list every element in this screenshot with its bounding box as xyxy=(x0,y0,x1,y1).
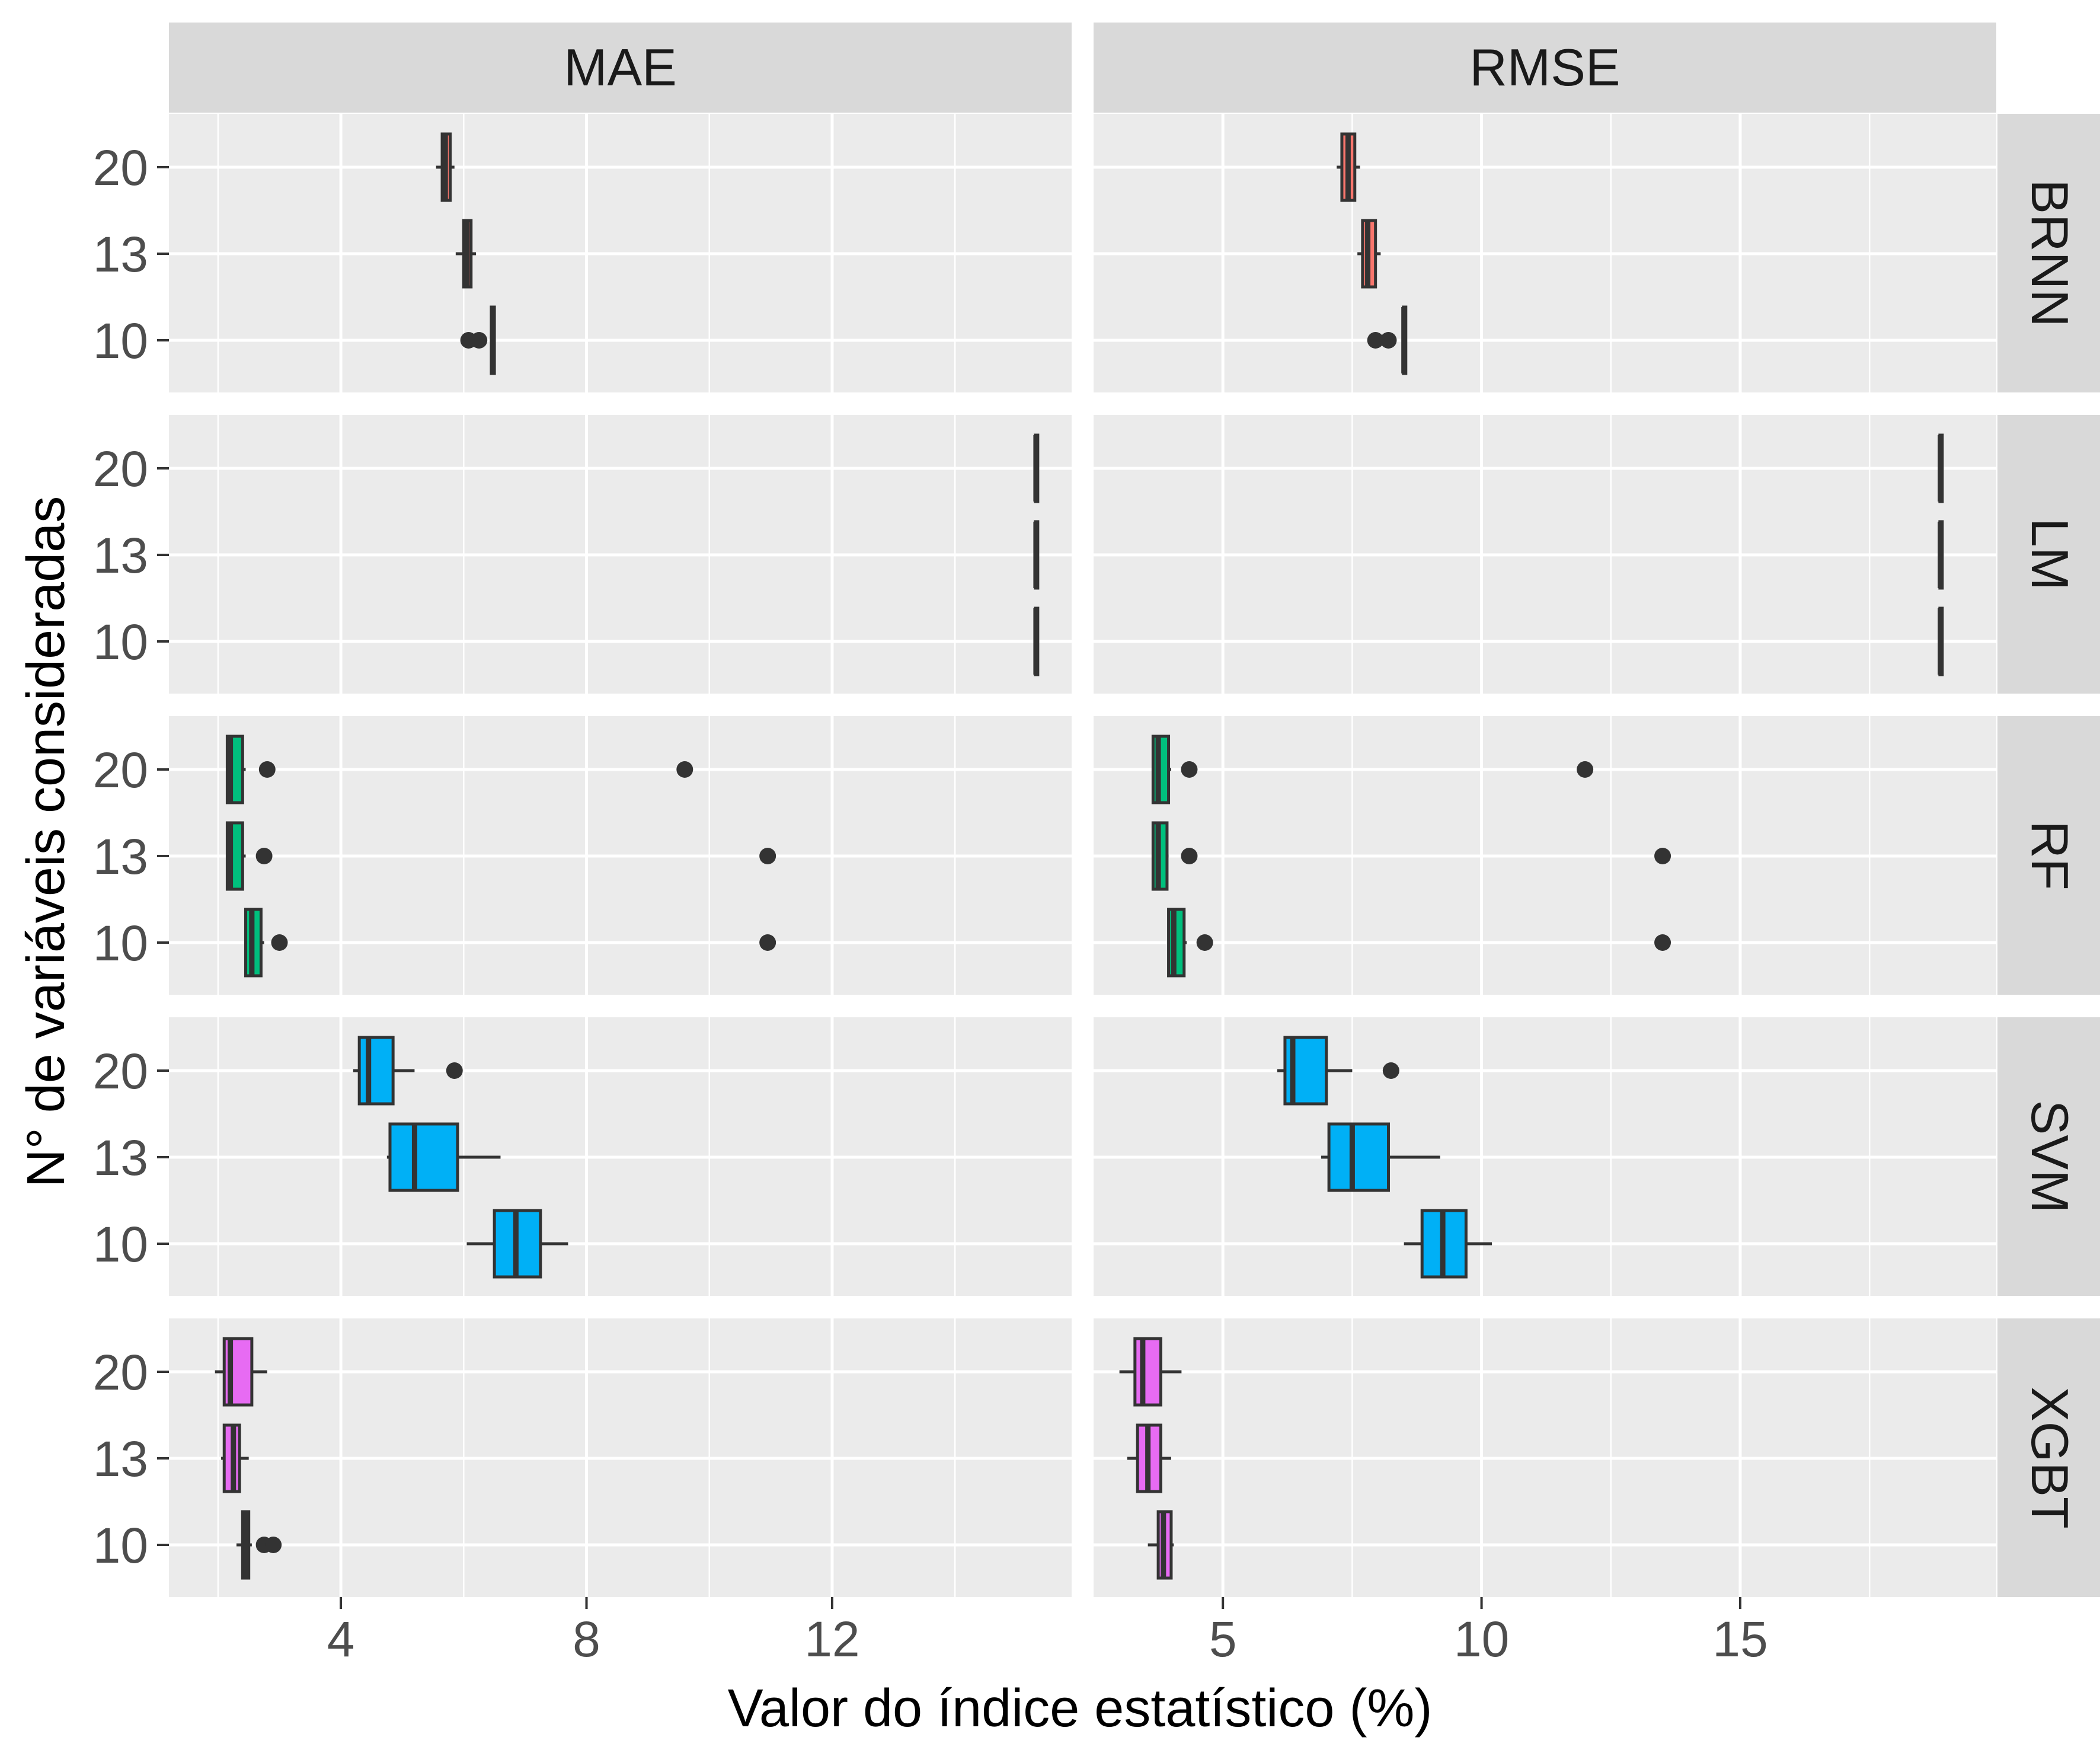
box-xgbt-mae-10 xyxy=(236,1510,282,1580)
row-strip-label-svm: SVM xyxy=(2021,1100,2079,1213)
y-axis-title: N° de variáveis consideradas xyxy=(17,496,76,1188)
y-tick-label: 10 xyxy=(93,614,148,670)
outlier-point xyxy=(1380,332,1397,349)
strip-label-mae: MAE xyxy=(564,38,677,97)
box-svm-rmse-13 xyxy=(1321,1122,1440,1192)
x-tick-label: 5 xyxy=(1209,1611,1237,1667)
box-lm-mae-13 xyxy=(1033,520,1040,590)
box-xgbt-rmse-10 xyxy=(1148,1510,1174,1580)
box-rf-mae-20 xyxy=(225,735,693,804)
y-tick-label: 20 xyxy=(93,1043,148,1099)
strip-rmse xyxy=(1094,23,1996,113)
box-lm-rmse-13 xyxy=(1938,520,1944,590)
box-svm-mae-20 xyxy=(353,1036,463,1106)
y-tick-label: 20 xyxy=(93,441,148,497)
box-xgbt-mae-13 xyxy=(221,1423,249,1493)
y-tick-label: 10 xyxy=(93,915,148,971)
box-brnn-rmse-13 xyxy=(1357,219,1381,289)
y-tick-label: 13 xyxy=(93,1130,148,1186)
y-tick-label: 20 xyxy=(93,140,148,196)
facet-grid: MAE RMSE BRNN LM RF SVM XGBT xyxy=(169,23,2100,1597)
x-tick-label: 10 xyxy=(1454,1611,1509,1667)
box-iqr xyxy=(388,1122,459,1192)
box-brnn-mae-13 xyxy=(455,219,477,289)
row-strip-xgbt xyxy=(1997,1318,2100,1597)
y-tick-label: 10 xyxy=(93,1216,148,1272)
x-tick-label: 4 xyxy=(327,1611,355,1667)
outlier-point xyxy=(1196,934,1213,951)
box-xgbt-mae-20 xyxy=(215,1337,267,1407)
outlier-point xyxy=(1181,848,1198,864)
row-strip-label-rf: RF xyxy=(2021,820,2079,890)
box-iqr xyxy=(357,1036,395,1106)
outlier-point xyxy=(1382,1062,1399,1079)
box-iqr xyxy=(1327,1122,1390,1192)
box-lm-mae-20 xyxy=(1033,433,1040,503)
box-lm-rmse-10 xyxy=(1938,606,1944,676)
box-rf-rmse-13 xyxy=(1151,821,1671,891)
box-svm-rmse-20 xyxy=(1277,1036,1399,1106)
box-svm-mae-13 xyxy=(386,1122,501,1192)
outlier-point xyxy=(759,934,776,951)
box-rf-mae-10 xyxy=(244,908,776,978)
box-rf-mae-13 xyxy=(225,821,776,891)
box-lm-rmse-20 xyxy=(1938,433,1944,503)
box-xgbt-rmse-20 xyxy=(1119,1337,1182,1407)
y-tick-label: 20 xyxy=(93,742,148,798)
row-strip-rf xyxy=(1997,716,2100,995)
box-brnn-rmse-10 xyxy=(1367,305,1408,375)
x-axis-title: Valor do índice estatístico (%) xyxy=(728,1679,1433,1738)
y-tick-label: 13 xyxy=(93,829,148,884)
y-tick-label: 13 xyxy=(93,528,148,583)
outlier-point xyxy=(1654,848,1671,864)
box-svm-mae-10 xyxy=(466,1209,568,1279)
x-tick-label: 12 xyxy=(804,1611,859,1667)
box-brnn-mae-20 xyxy=(436,132,455,202)
strip-mae xyxy=(169,23,1072,113)
outlier-point xyxy=(1367,332,1384,349)
row-strip-brnn xyxy=(1997,114,2100,392)
box-rf-rmse-20 xyxy=(1151,735,1594,804)
x-tick-label: 15 xyxy=(1712,1611,1767,1667)
strip-label-rmse: RMSE xyxy=(1469,38,1620,97)
outlier-point xyxy=(759,848,776,864)
outlier-point xyxy=(271,934,288,951)
y-tick-label: 20 xyxy=(93,1345,148,1400)
y-tick-label: 10 xyxy=(93,1518,148,1573)
row-strip-label-xgbt: XGBT xyxy=(2021,1387,2079,1529)
outlier-point xyxy=(258,761,276,778)
row-strip-lm xyxy=(1997,415,2100,694)
x-tick-label: 8 xyxy=(573,1611,600,1667)
y-tick-label: 13 xyxy=(93,1431,148,1487)
outlier-point xyxy=(1181,761,1198,778)
axes: 20 13 10 20 13 10 20 13 10 20 13 10 20 13 10 4 8 12 5 10 15 xyxy=(93,140,1768,1667)
outlier-point xyxy=(1577,761,1594,778)
box-svm-rmse-10 xyxy=(1404,1209,1492,1279)
outlier-point xyxy=(265,1537,282,1553)
box-brnn-rmse-20 xyxy=(1337,132,1360,202)
y-tick-label: 10 xyxy=(93,313,148,369)
outlier-point xyxy=(471,332,488,349)
box-brnn-mae-10 xyxy=(460,305,496,375)
box-xgbt-rmse-13 xyxy=(1127,1423,1171,1493)
outlier-point xyxy=(255,848,273,864)
box-iqr xyxy=(1133,1337,1162,1407)
y-tick-label: 13 xyxy=(93,226,148,282)
outlier-point xyxy=(676,761,693,778)
row-strip-svm xyxy=(1997,1017,2100,1296)
outlier-point xyxy=(446,1062,463,1079)
row-strip-label-brnn: BRNN xyxy=(2021,179,2079,327)
outlier-point xyxy=(1654,934,1671,951)
box-rf-rmse-10 xyxy=(1167,908,1671,978)
row-strip-label-lm: LM xyxy=(2021,518,2079,590)
box-lm-mae-10 xyxy=(1033,606,1040,676)
